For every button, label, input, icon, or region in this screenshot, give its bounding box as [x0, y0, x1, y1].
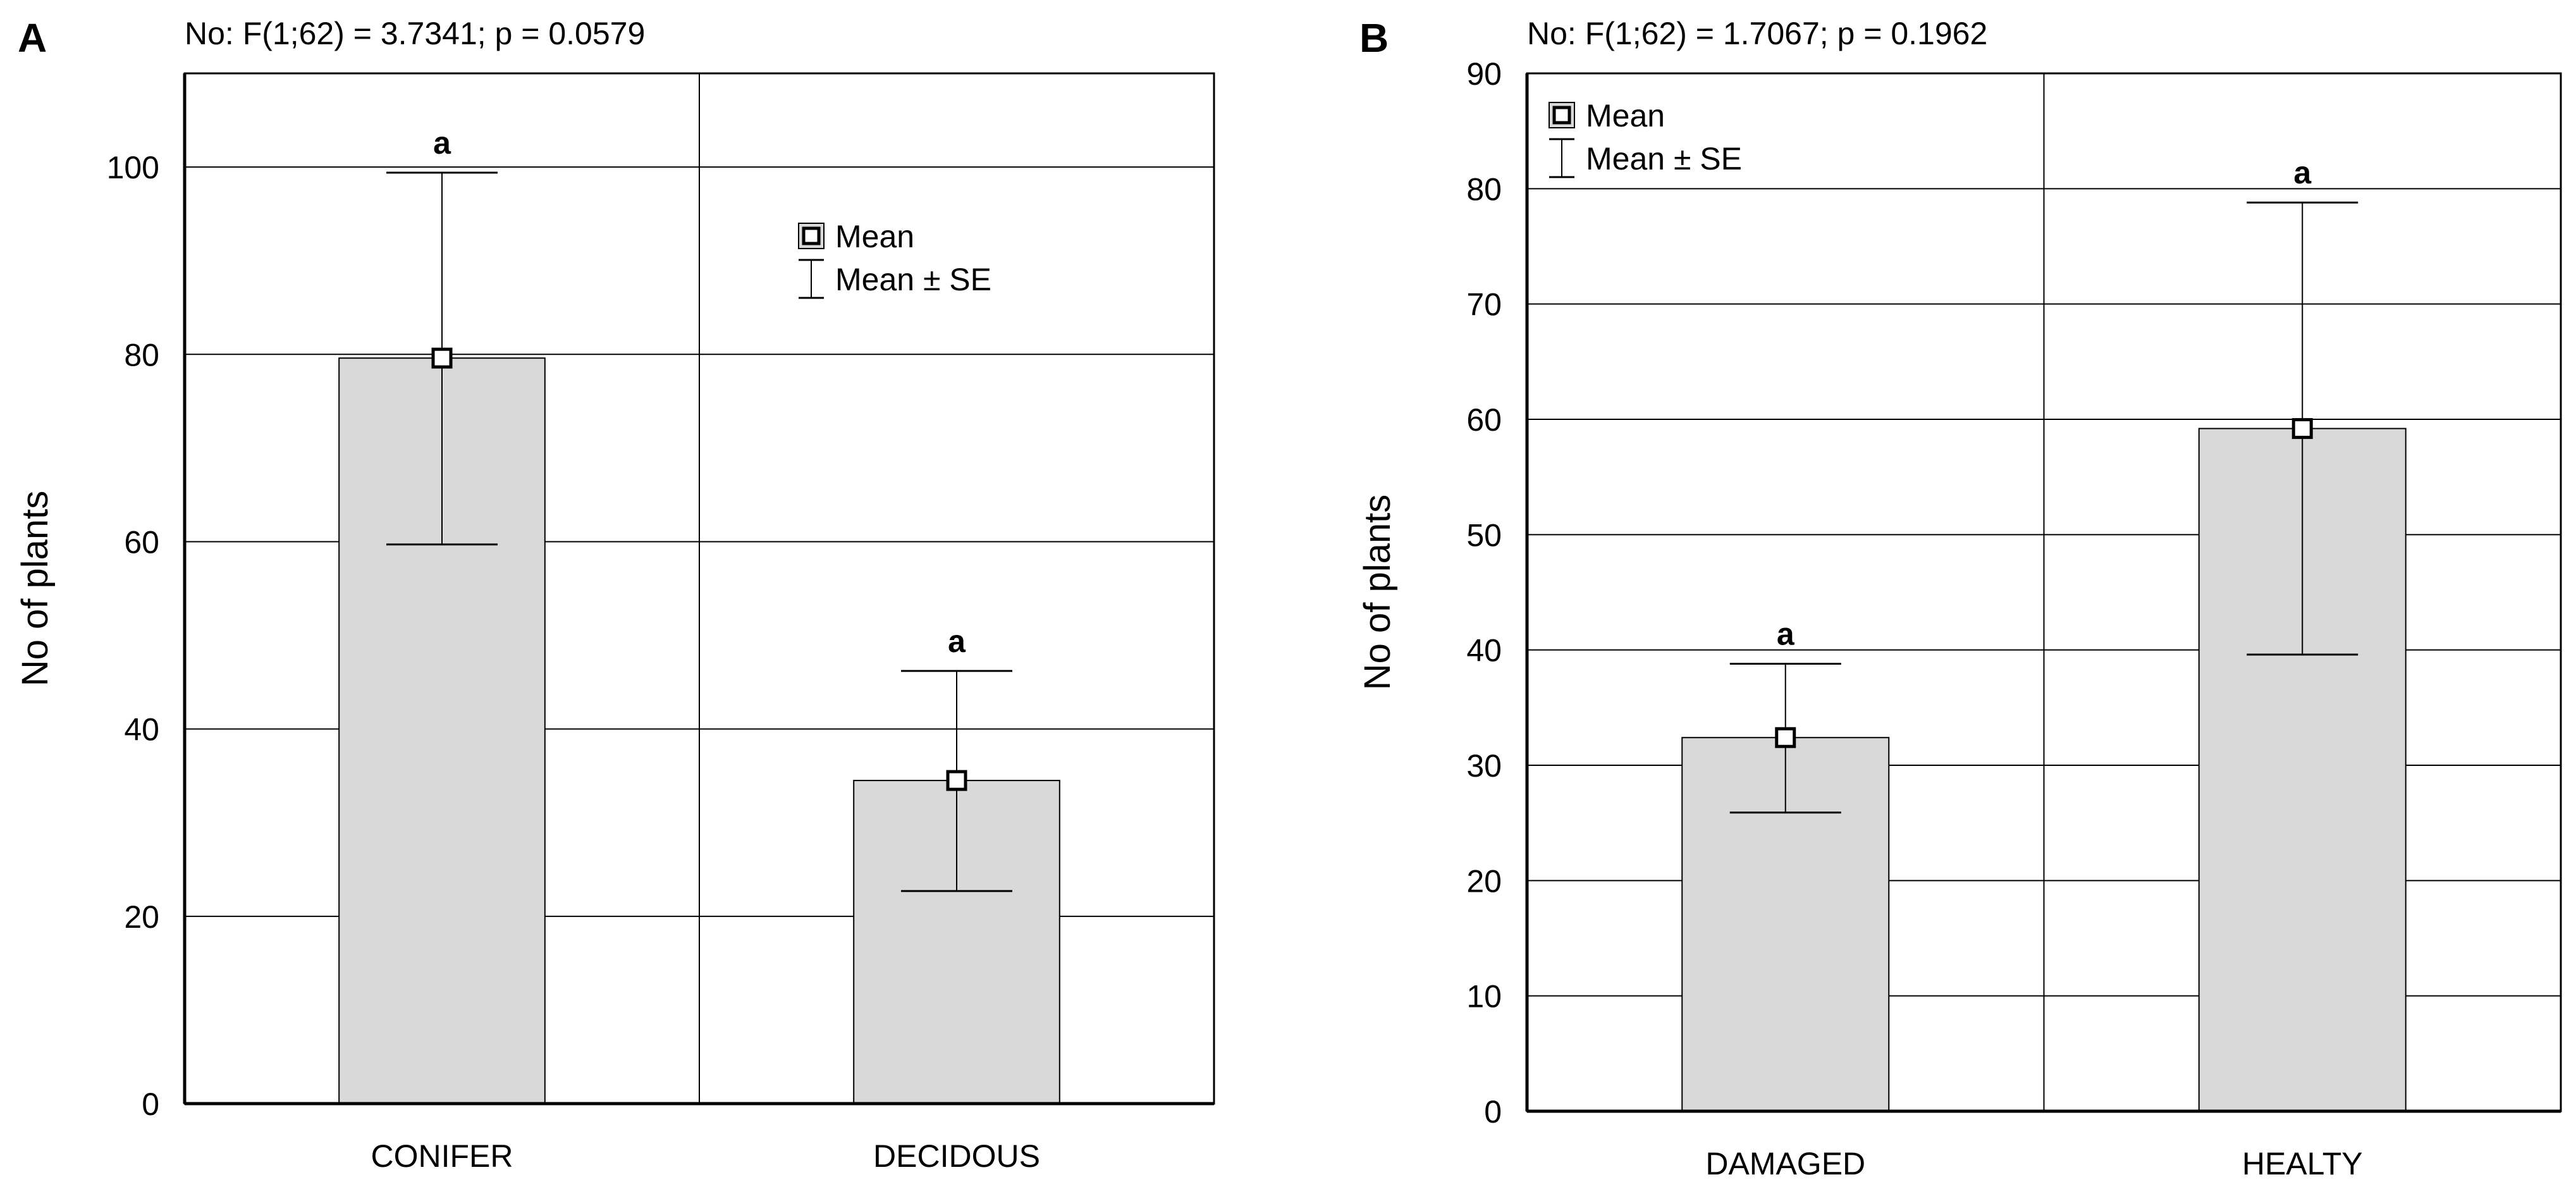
y-tick-label: 100	[107, 150, 159, 185]
legend-mean-label: Mean	[1586, 98, 1665, 133]
mean-marker	[2291, 418, 2313, 440]
chart-title: No: F(1;62) = 3.7341; p = 0.0579	[185, 16, 645, 51]
legend-se-icon	[1549, 138, 1574, 178]
y-tick-label: 50	[1466, 517, 1502, 553]
y-tick-label: 40	[124, 712, 159, 748]
mean-marker	[1775, 727, 1796, 748]
panel-label: A	[18, 15, 47, 61]
x-tick-label: DECIDOUS	[873, 1138, 1040, 1174]
mean-marker	[946, 770, 967, 791]
y-tick-label: 0	[1484, 1094, 1502, 1130]
y-axis-label: No of plants	[1357, 495, 1398, 691]
y-tick-label: 80	[124, 337, 159, 373]
y-tick-label: 10	[1466, 979, 1502, 1014]
y-tick-label: 0	[142, 1087, 159, 1122]
y-tick-label: 20	[1466, 863, 1502, 899]
y-tick-label: 60	[1466, 402, 1502, 438]
panel-label: B	[1359, 15, 1389, 61]
legend-se-label: Mean ± SE	[835, 262, 991, 297]
x-tick-label: HEALTY	[2242, 1146, 2363, 1181]
panel-a: A No: F(1;62) = 3.7341; p = 0.0579 0 20 40 60…	[15, 15, 1215, 1174]
y-axis-label: No of plants	[15, 491, 56, 687]
mean-marker	[431, 347, 453, 369]
y-tick-label: 60	[124, 524, 159, 560]
significance-letter: a	[433, 125, 451, 161]
panel-b: B No: F(1;62) = 1.7067; p = 0.1962 0 10 20 30…	[1357, 15, 2562, 1181]
y-tick-label: 40	[1466, 633, 1502, 668]
legend-mean-marker	[1552, 106, 1571, 125]
x-tick-label: CONIFER	[371, 1138, 513, 1174]
legend: Mean Mean ± SE	[1549, 98, 1742, 178]
y-tick-label: 80	[1466, 171, 1502, 207]
y-tick-label: 70	[1466, 287, 1502, 323]
significance-letter: a	[1777, 617, 1795, 652]
y-tick-label: 90	[1466, 56, 1502, 92]
legend-se-label: Mean ± SE	[1586, 141, 1742, 176]
y-tick-label: 20	[124, 899, 159, 935]
chart-title: No: F(1;62) = 1.7067; p = 0.1962	[1527, 16, 1987, 51]
y-tick-label: 30	[1466, 748, 1502, 784]
significance-letter: a	[948, 624, 966, 659]
legend-mean-label: Mean	[835, 219, 914, 254]
legend-se-icon	[799, 259, 824, 299]
legend-mean-marker	[802, 226, 821, 245]
x-tick-label: DAMAGED	[1705, 1146, 1865, 1181]
legend: Mean Mean ± SE	[798, 219, 991, 299]
significance-letter: a	[2293, 155, 2312, 190]
